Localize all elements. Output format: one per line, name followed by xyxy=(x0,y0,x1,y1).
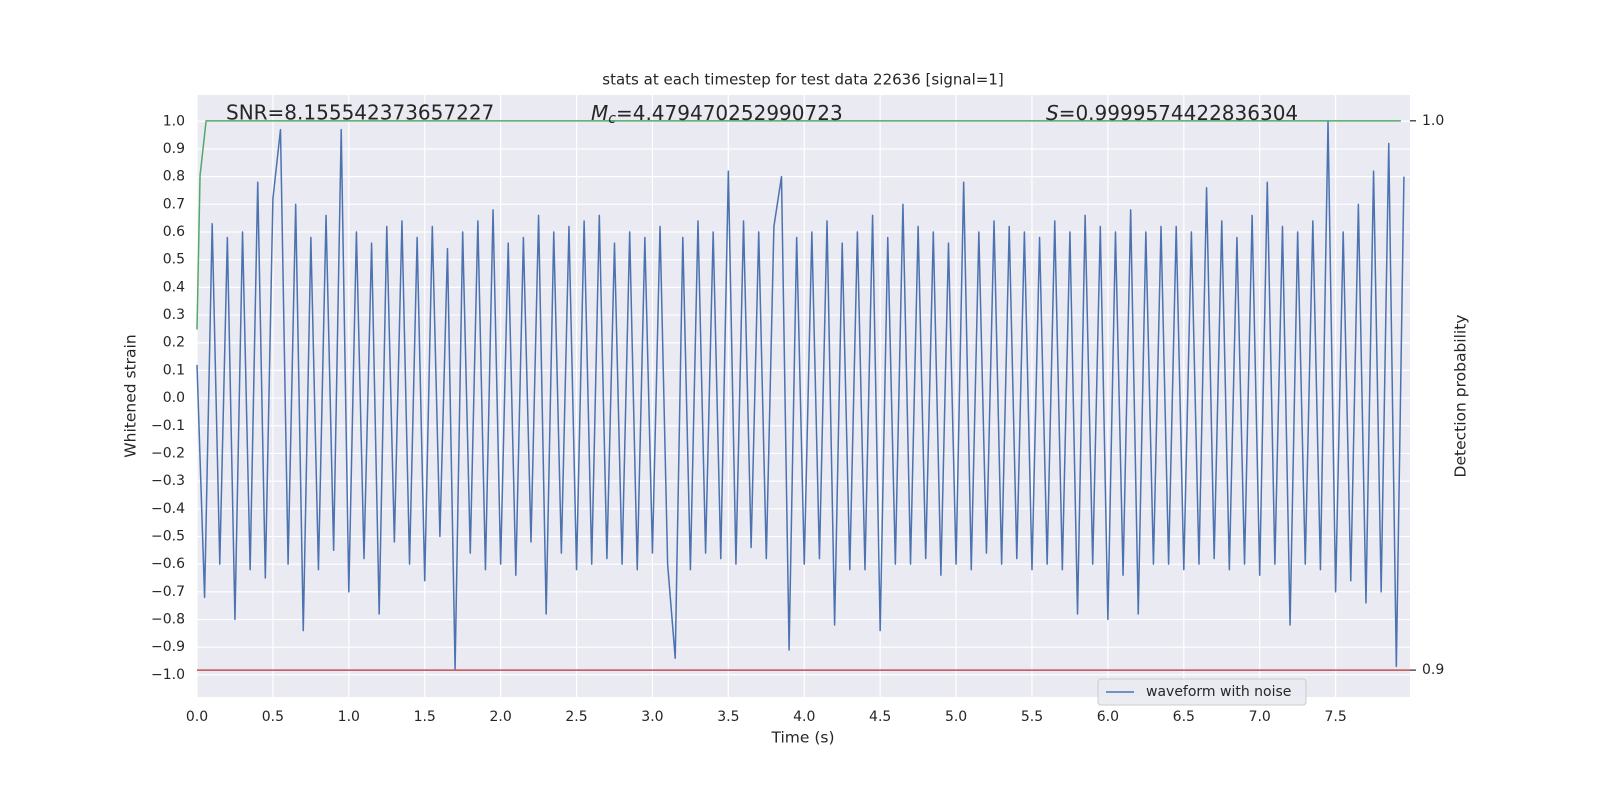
annotation-subscript: c xyxy=(608,111,616,127)
x-tick-label: 0.5 xyxy=(262,709,284,725)
y-tick-label: −1.0 xyxy=(151,667,185,683)
y-tick-label: −0.9 xyxy=(151,639,185,655)
x-tick-label: 6.5 xyxy=(1173,709,1195,725)
plot-background xyxy=(197,95,1410,697)
plot-lines xyxy=(196,120,1410,671)
y2-tick-label: 1.0 xyxy=(1422,113,1444,129)
y-tick-label: 0.2 xyxy=(163,335,185,351)
y-axis-label: Whitened strain xyxy=(122,334,140,457)
annotation-text: =0.9999574422836304 xyxy=(1059,101,1298,125)
y-tick-label: −0.4 xyxy=(151,501,185,517)
x-tick-label: 2.5 xyxy=(565,709,587,725)
grid xyxy=(196,95,1410,697)
y-tick-label: −0.8 xyxy=(151,612,185,628)
labels: 1.0 0.9 0.8 0.7 0.6 0.5 0.4 0.3 0.2 0.1 0.0 −0.1 −0.… xyxy=(151,113,1444,725)
x-tick-label: 4.0 xyxy=(793,709,815,725)
y-tick-label: 0.9 xyxy=(163,141,185,157)
x-tick-label: 6.0 xyxy=(1097,709,1119,725)
annotation-text: =4.479470252990723 xyxy=(616,101,843,125)
y-tick-label: −0.2 xyxy=(151,445,185,461)
x-tick-label: 1.0 xyxy=(338,709,360,725)
y-tick-label: −0.7 xyxy=(151,584,185,600)
y-tick-label: 0.0 xyxy=(163,390,185,406)
x-tick-label: 3.0 xyxy=(641,709,663,725)
legend-box xyxy=(1097,678,1307,706)
chart-title: stats at each timestep for test data 226… xyxy=(602,71,1003,89)
y-tick-label: −0.1 xyxy=(151,418,185,434)
y-tick-label: −0.6 xyxy=(151,556,185,572)
annotation: SNR=8.155542373657227 xyxy=(226,101,494,125)
y-tick-label: 0.3 xyxy=(163,307,185,323)
y-tick-label: 1.0 xyxy=(163,113,185,129)
y-tick-label: 0.6 xyxy=(163,224,185,240)
legend: waveform with noise xyxy=(1097,678,1307,706)
y2-tick-label: 0.9 xyxy=(1422,662,1444,678)
annotation: S=0.9999574422836304 xyxy=(1046,101,1298,125)
series-line xyxy=(196,120,1405,671)
legend-label: waveform with noise xyxy=(1146,684,1291,700)
annotation: Mc=4.479470252990723 xyxy=(591,101,843,128)
x-tick-label: 4.5 xyxy=(869,709,891,725)
x-tick-label: 2.0 xyxy=(489,709,511,725)
x-tick-label: 5.5 xyxy=(1021,709,1043,725)
x-tick-label: 0.0 xyxy=(186,709,208,725)
y-tick-label: 0.4 xyxy=(163,279,185,295)
x-tick-label: 7.5 xyxy=(1324,709,1346,725)
x-tick-label: 7.0 xyxy=(1249,709,1271,725)
y-tick-label: −0.5 xyxy=(151,528,185,544)
y-tick-label: 0.1 xyxy=(163,362,185,378)
y-tick-label: 0.5 xyxy=(163,252,185,268)
annotation-symbol: S xyxy=(1046,101,1059,125)
x-axis-label: Time (s) xyxy=(770,729,834,747)
y-tick-label: −0.3 xyxy=(151,473,185,489)
y2-axis-label: Detection probability xyxy=(1452,315,1470,478)
annotation-symbol: M xyxy=(591,101,608,125)
y-tick-label: 0.8 xyxy=(163,169,185,185)
x-tick-label: 3.5 xyxy=(717,709,739,725)
x-tick-label: 1.5 xyxy=(414,709,436,725)
series-line xyxy=(196,120,1401,330)
y-tick-label: 0.7 xyxy=(163,196,185,212)
x-tick-label: 5.0 xyxy=(945,709,967,725)
